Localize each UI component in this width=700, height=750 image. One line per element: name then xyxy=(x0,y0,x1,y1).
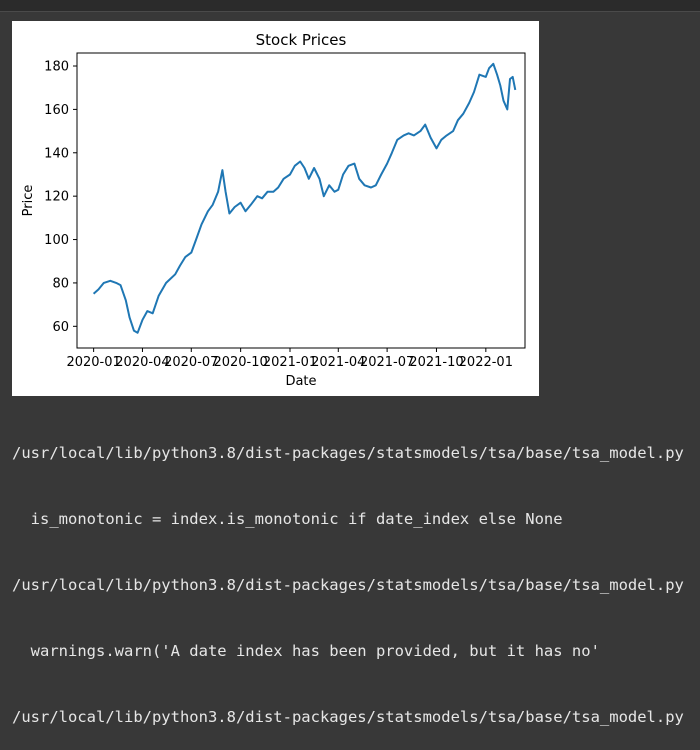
x-axis-label: Date xyxy=(285,374,316,389)
plot-area xyxy=(76,52,526,349)
x-tick-label: 2020-01 xyxy=(66,355,120,370)
x-tick-label: 2020-10 xyxy=(213,355,267,370)
chart-figure: Stock Prices Date Price 60 80 100 120 140 160… xyxy=(12,21,539,396)
output-line: is_monotonic = index.is_monotonic if dat… xyxy=(12,510,563,528)
price-series-line xyxy=(92,62,517,334)
y-tick-label: 160 xyxy=(44,103,69,118)
x-tick-label: 2021-07 xyxy=(360,355,414,370)
series-layer xyxy=(92,62,517,334)
output-line: warnings.warn('A date index has been pro… xyxy=(12,642,600,660)
y-axis-ticks: 60 80 100 120 140 160 180 xyxy=(44,60,77,335)
cell-output: /usr/local/lib/python3.8/dist-packages/s… xyxy=(12,398,700,750)
x-axis-ticks: 2020-012020-042020-072020-102021-012021-… xyxy=(66,348,513,370)
chart-title: Stock Prices xyxy=(256,31,347,49)
output-line: /usr/local/lib/python3.8/dist-packages/s… xyxy=(12,444,684,462)
x-tick-label: 2021-04 xyxy=(311,355,365,370)
y-axis-label: Price xyxy=(21,185,36,217)
x-tick-label: 2020-07 xyxy=(164,355,218,370)
top-bar-divider xyxy=(0,11,700,12)
x-tick-label: 2021-01 xyxy=(263,355,317,370)
y-tick-label: 120 xyxy=(44,190,69,205)
y-tick-label: 180 xyxy=(44,60,69,75)
output-line: /usr/local/lib/python3.8/dist-packages/s… xyxy=(12,708,684,726)
x-tick-label: 2022-01 xyxy=(459,355,513,370)
x-tick-label: 2021-10 xyxy=(409,355,463,370)
top-bar xyxy=(0,0,700,12)
stock-price-chart: Stock Prices Date Price 60 80 100 120 140 160… xyxy=(21,31,526,389)
y-tick-label: 60 xyxy=(52,320,69,335)
x-tick-label: 2020-04 xyxy=(115,355,169,370)
y-tick-label: 100 xyxy=(44,233,69,248)
y-tick-label: 80 xyxy=(52,276,69,291)
y-tick-label: 140 xyxy=(44,146,69,161)
output-line: /usr/local/lib/python3.8/dist-packages/s… xyxy=(12,576,684,594)
